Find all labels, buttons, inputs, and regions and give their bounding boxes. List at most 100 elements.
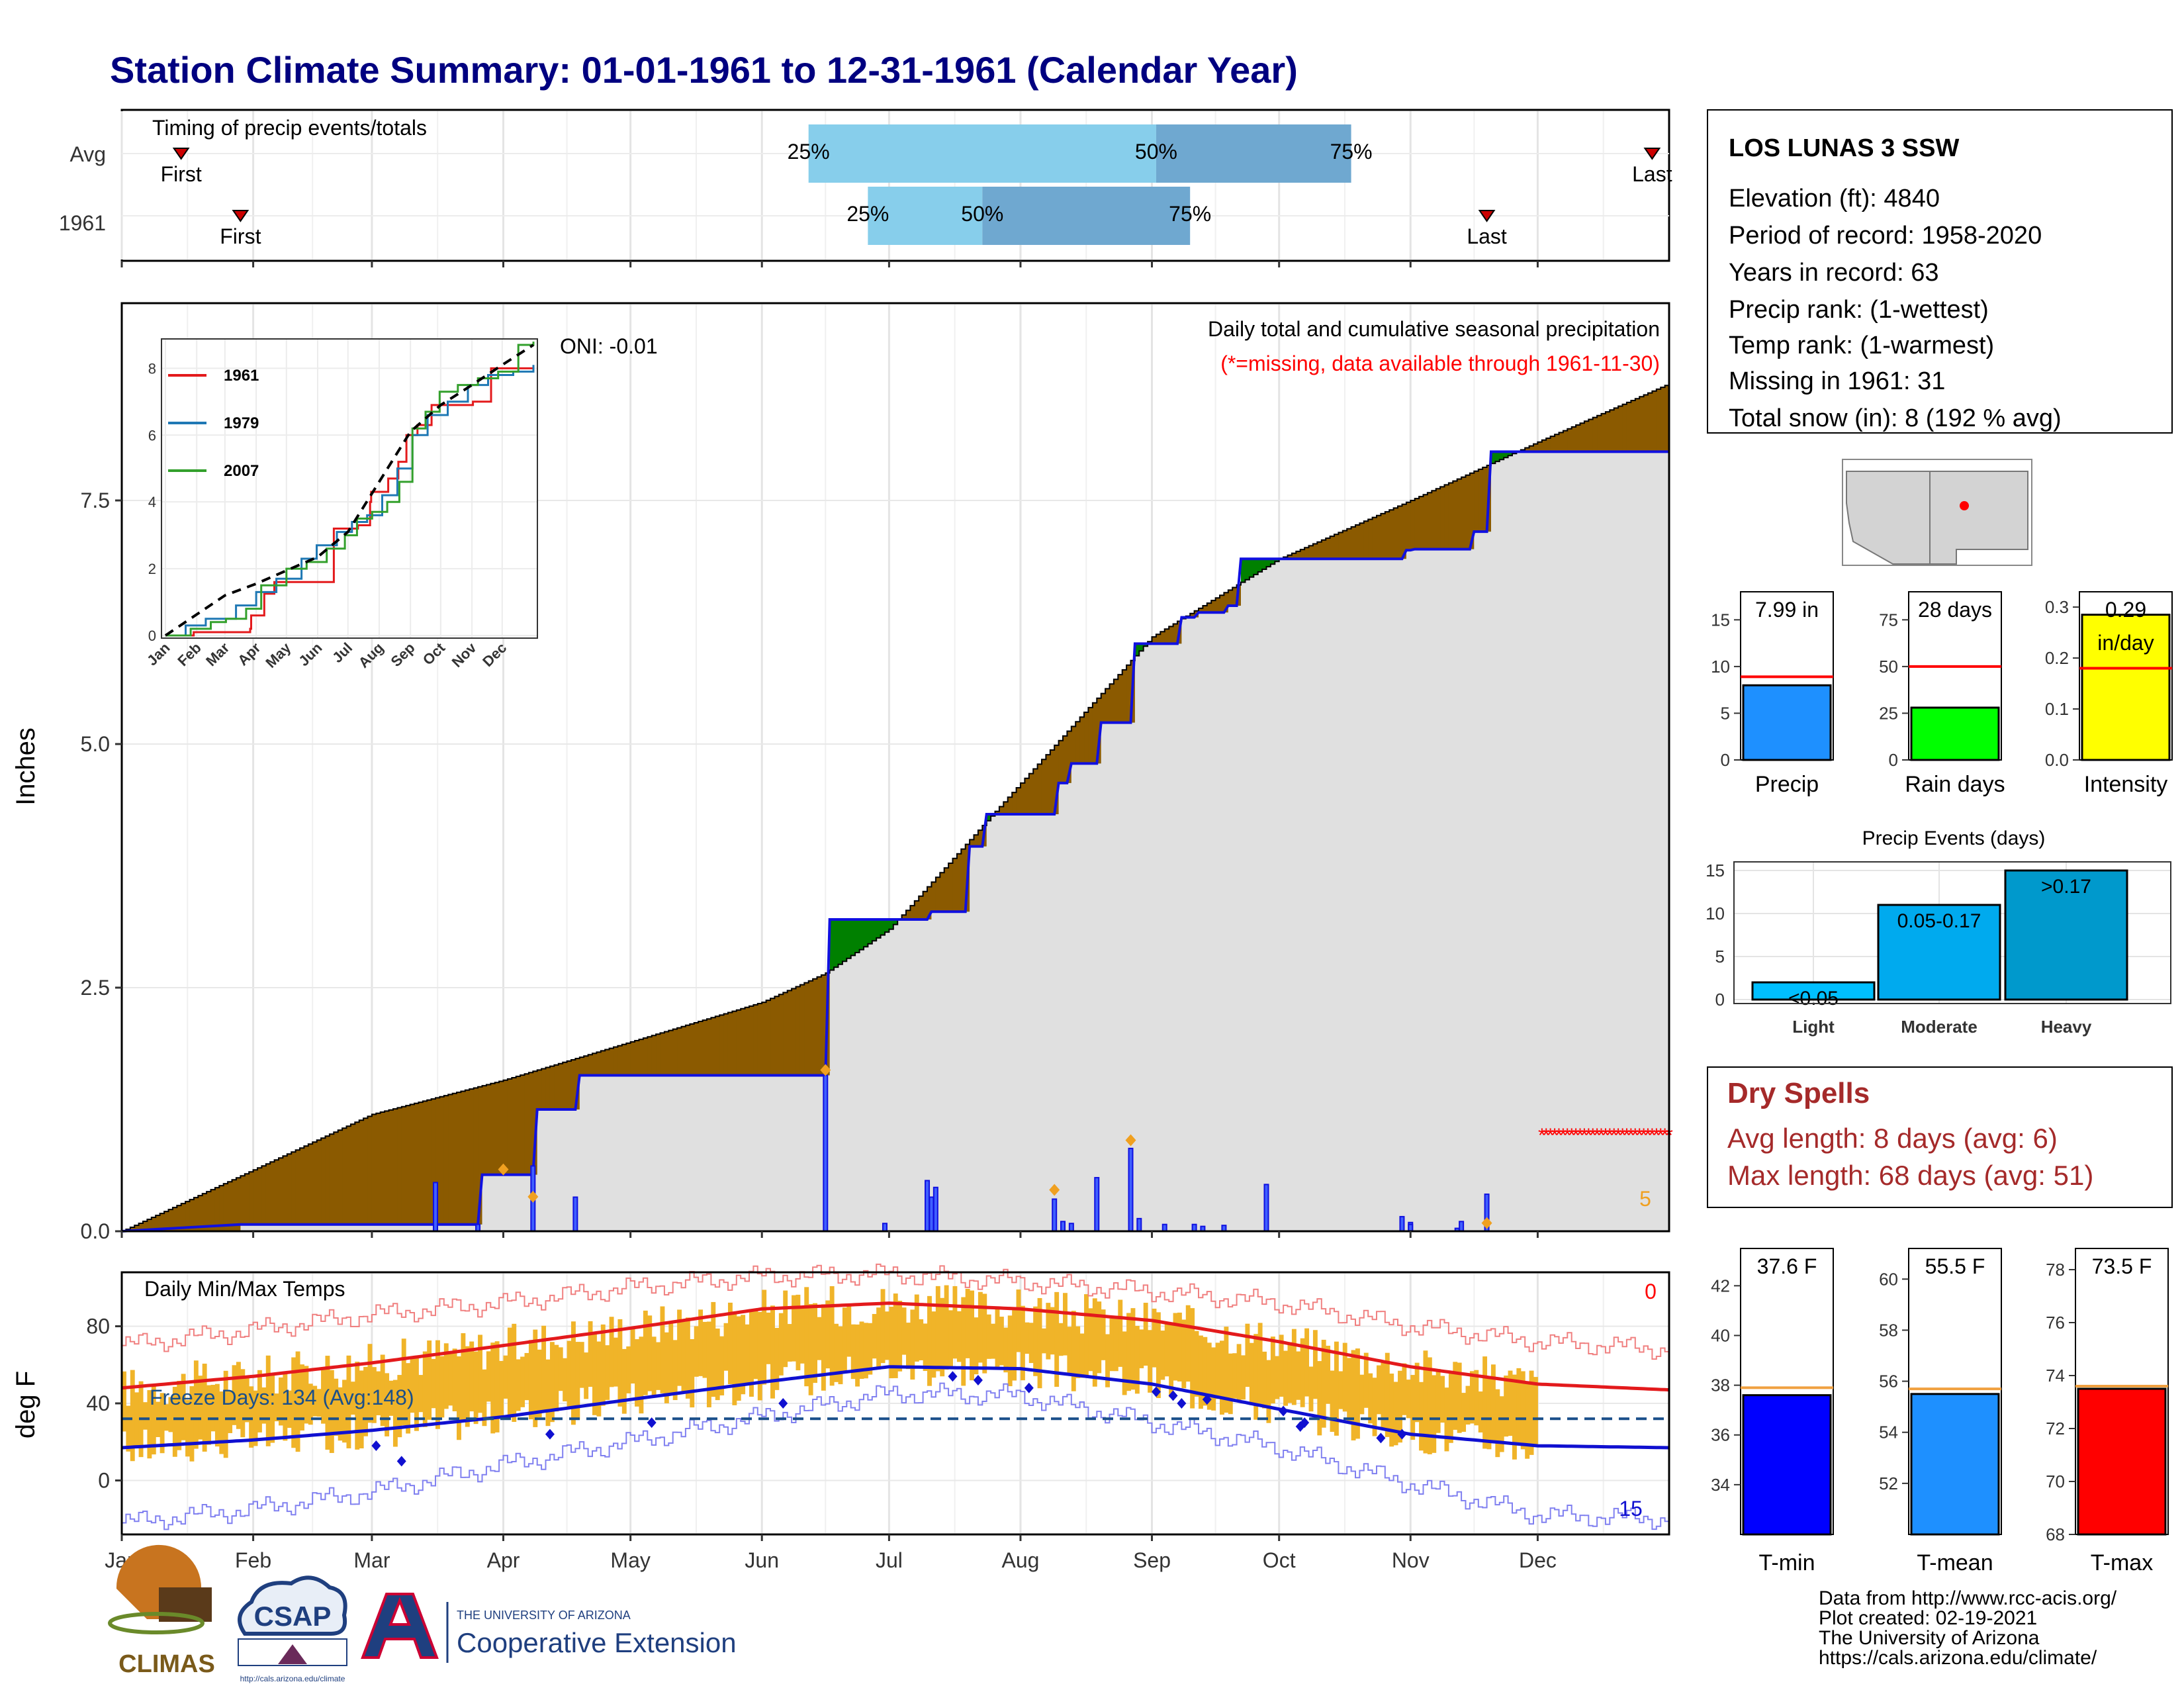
daily-temp-bar [1338,1371,1343,1409]
daily-temp-bar [1130,1308,1136,1390]
avg-above-obs-segment [690,1023,695,1076]
event-marker [1049,1184,1060,1196]
missing-day-marker: * [1568,1125,1576,1147]
avg-above-obs-segment [914,900,919,919]
avg-above-obs-segment [1576,425,1581,452]
daily-temp-bar [893,1293,898,1378]
daily-precip-bar [1094,1177,1100,1233]
missing-day-marker: * [1598,1125,1606,1147]
daily-temp-bar [401,1338,406,1426]
daily-temp-bar [774,1328,780,1390]
avg-above-obs-segment [952,858,958,912]
avg-above-obs-segment [1533,444,1539,452]
daily-temp-bar [1169,1323,1174,1397]
avg-above-obs-segment [1661,387,1666,452]
daily-temp-bar [1520,1371,1525,1450]
timing-last-marker [1478,210,1496,222]
daily-temp-bar [1359,1374,1365,1415]
daily-temp-bar [944,1285,949,1370]
daily-temp-bar [842,1307,847,1374]
avg-above-obs-segment [1618,406,1623,452]
event-marker [498,1163,509,1176]
avg-above-obs-segment [431,1099,436,1225]
inset-y-tick-label: 2 [148,561,156,577]
avg-above-obs-segment [783,992,788,1076]
dry-spells-max: Max length: 68 days (avg: 51) [1727,1160,2093,1191]
daily-precip-bar [1399,1215,1405,1233]
freeze-marker [1151,1386,1161,1397]
daily-temp-bar [872,1313,877,1359]
avg-above-obs-segment [1016,788,1021,814]
avg-above-obs-segment [609,1048,614,1076]
precip-events: Precip Events (days) 0 5 10 15 <0.05 Light 0.0… [1706,827,2171,1037]
timing-first-marker [232,210,250,222]
daily-temp-bar [1097,1301,1102,1374]
temp-bar-value-text: 55.5 F [1925,1254,1985,1278]
temp-bar-label: T-max [2091,1550,2153,1575]
inset-lines [164,342,535,637]
temp-bar-y-tick-label: 74 [2046,1366,2065,1385]
precip-events-chart: 0 5 10 15 <0.05 Light 0.05-0.17 Moderate >0.17 He… [1706,861,2171,1037]
precip-title-1: Daily total and cumulative seasonal prec… [1208,317,1660,341]
daily-temp-bar [588,1321,593,1387]
daily-temp-bar [711,1301,716,1397]
daily-temp-bar [1122,1331,1127,1395]
avg-above-obs-segment [817,976,822,1076]
avg-above-obs-segment [1592,417,1598,452]
daily-temp-bar [1194,1331,1199,1397]
event-marker [1481,1217,1492,1229]
month-tick-label: Apr [487,1548,520,1572]
events-bar-light [1751,981,1876,1001]
avg-above-obs-segment [1419,496,1424,549]
avg-above-obs-segment [584,1056,589,1076]
avg-above-obs-segment [350,1124,355,1225]
dry-spells-avg: Avg length: 8 days (avg: 6) [1727,1123,2058,1154]
avg-above-obs-segment [1385,512,1390,559]
daily-temp-bar [808,1303,813,1395]
footer-line-4: https://cals.arizona.edu/climate/ [1819,1647,2097,1669]
daily-temp-bar [1152,1308,1157,1368]
avg-above-obs-segment [1291,553,1297,559]
daily-temp-bar [1504,1376,1509,1437]
avg-above-obs-segment [719,1015,725,1076]
avg-above-obs-segment [1482,467,1488,532]
daily-precip-bar [1263,1184,1269,1232]
month-tick-label: Dec [1519,1548,1557,1572]
avg-above-obs-segment [1330,536,1335,559]
daily-temp-bar [1512,1374,1517,1460]
daily-temp-bar [236,1362,241,1429]
timing-title: Timing of precip events/totals [152,116,427,140]
precip-areas [121,383,1670,1233]
daily-temp-bar [392,1380,398,1447]
daily-temp-bar [1270,1336,1275,1404]
daily-temp-bar [1457,1362,1462,1433]
avg-above-obs-segment [367,1116,373,1225]
daily-temp-bar [1028,1323,1034,1364]
avg-cumulative-line [122,383,1670,1232]
summary-bar-y-tick-label: 0 [1721,750,1730,770]
avg-above-obs-segment [766,1000,771,1076]
inset-series-line-2007 [165,342,535,637]
daily-temp-bar [884,1311,889,1360]
daily-temp-bar [164,1404,169,1431]
dry-spells-title: Dry Spells [1727,1077,1870,1109]
avg-above-obs-segment [948,863,954,912]
avg-above-obs-segment [647,1037,653,1076]
daily-temp-bar [1308,1366,1314,1412]
inset-grid [161,339,537,638]
daily-temp-bar [490,1342,496,1434]
avg-above-obs-segment [660,1033,665,1076]
csap-logo-text: CSAP [254,1601,332,1632]
daily-temp-bar [350,1382,355,1415]
daily-temp-bar [1525,1382,1530,1459]
footer: CLIMAS CSAP http://cals.arizona.edu/clim… [108,1544,2117,1683]
avg-above-obs-segment [1381,513,1386,559]
avg-above-obs-segment [295,1150,300,1225]
avg-above-obs-segment [813,978,818,1076]
avg-above-obs-segment [626,1043,631,1076]
precip-markers [498,1064,1492,1229]
avg-above-obs-segment [1652,391,1657,452]
avg-above-obs-segment [371,1114,377,1225]
events-bar-label: <0.05 [1788,988,1839,1009]
daily-temp-bar [1389,1374,1394,1447]
